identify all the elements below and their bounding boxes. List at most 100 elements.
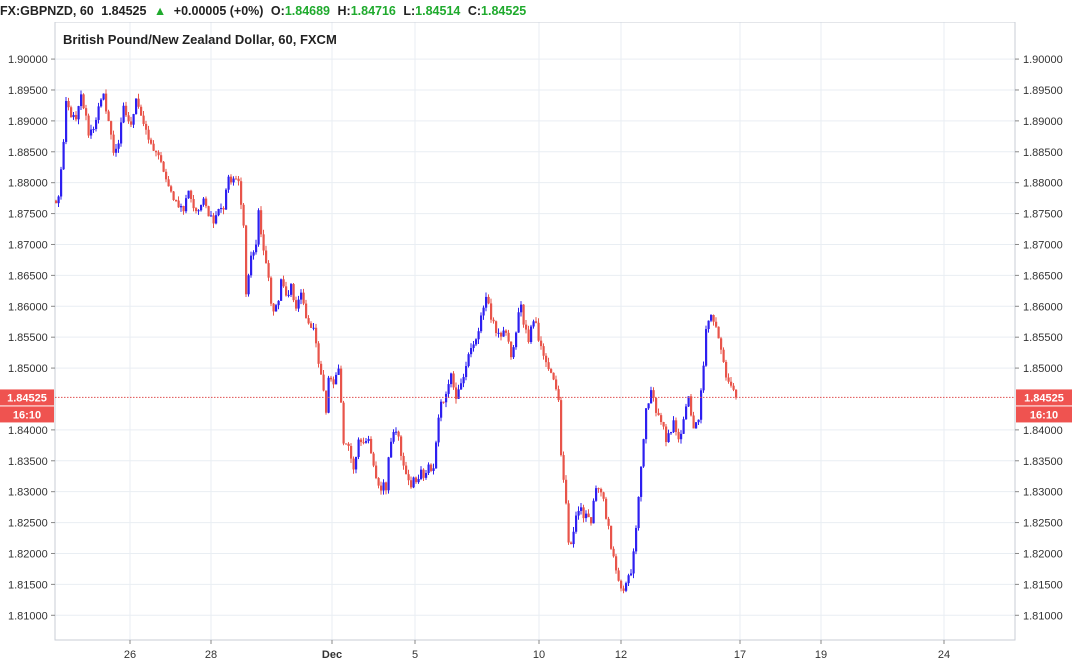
candle-down bbox=[490, 303, 493, 320]
candle-down bbox=[590, 517, 593, 524]
y-tick-label-right: 1.90000 bbox=[1023, 54, 1063, 66]
candle-down bbox=[82, 94, 85, 109]
candle-down bbox=[302, 292, 305, 304]
candle-down bbox=[712, 315, 715, 322]
candle-down bbox=[282, 279, 285, 287]
candle-up bbox=[575, 515, 578, 532]
candle-down bbox=[492, 319, 495, 322]
candle-down bbox=[110, 121, 113, 135]
candle-down bbox=[415, 477, 418, 483]
candle-down bbox=[587, 513, 590, 518]
right-price-axis[interactable]: 1.90000 1.89500 1.89000 1.88500 1.88000 1.875… bbox=[1015, 54, 1063, 622]
candle-down bbox=[605, 498, 608, 519]
candle-down bbox=[240, 181, 243, 205]
candle-up bbox=[445, 393, 448, 403]
y-tick-label-right: 1.81500 bbox=[1023, 579, 1063, 591]
candle-down bbox=[495, 321, 498, 334]
candle-up bbox=[440, 401, 443, 418]
candle-down bbox=[352, 458, 355, 470]
candle-down bbox=[715, 321, 718, 327]
candle-up bbox=[480, 315, 483, 332]
candle-up bbox=[122, 105, 125, 123]
high-label: H: bbox=[337, 4, 351, 18]
y-tick-label-right: 1.86500 bbox=[1023, 270, 1063, 282]
candle-down bbox=[322, 374, 325, 391]
grid-lines bbox=[55, 22, 1015, 640]
candle-up bbox=[695, 422, 698, 429]
symbol-label[interactable]: FX:GBPNZD, 60 bbox=[0, 4, 94, 18]
candle-down bbox=[332, 379, 335, 385]
candle-down bbox=[372, 453, 375, 466]
candle-up bbox=[392, 432, 395, 442]
candle-up bbox=[210, 215, 213, 217]
candle-up bbox=[625, 583, 628, 591]
candle-down bbox=[537, 322, 540, 341]
candle-down bbox=[235, 178, 238, 180]
candle-down bbox=[377, 478, 380, 486]
candle-down bbox=[560, 400, 563, 456]
y-tick-label-left: 1.85000 bbox=[8, 363, 48, 375]
last-price-tag-text: 1.84525 bbox=[7, 392, 47, 404]
candle-down bbox=[527, 329, 530, 342]
candle-up bbox=[682, 419, 685, 434]
candle-down bbox=[340, 368, 343, 403]
candle-down bbox=[237, 178, 240, 182]
candle-down bbox=[665, 426, 668, 443]
candle-down bbox=[535, 321, 538, 323]
candle-down bbox=[345, 443, 348, 445]
candle-up bbox=[287, 294, 290, 296]
candle-down bbox=[137, 98, 140, 107]
candle-down bbox=[212, 215, 215, 224]
time-axis[interactable]: 26 28 Dec 5 10 12 17 19 24 bbox=[124, 640, 950, 661]
candle-down bbox=[717, 326, 720, 339]
candle-up bbox=[367, 438, 370, 441]
last-price-tag-right bbox=[1016, 389, 1072, 406]
candle-up bbox=[102, 93, 105, 100]
candle-up bbox=[502, 330, 505, 337]
candle-down bbox=[500, 332, 503, 337]
candle-up bbox=[297, 299, 300, 309]
candle-down bbox=[692, 415, 695, 429]
candle-up bbox=[435, 442, 438, 469]
y-tick-label-left: 1.87500 bbox=[8, 209, 48, 221]
last-price-tag-text: 1.84525 bbox=[1024, 392, 1064, 404]
candle-up bbox=[115, 148, 118, 153]
candle-down bbox=[152, 143, 155, 151]
candle-up bbox=[465, 366, 468, 378]
y-tick-label-left: 1.83500 bbox=[8, 456, 48, 468]
candle-down bbox=[430, 464, 433, 471]
candle-up bbox=[680, 433, 683, 440]
candle-up bbox=[275, 305, 278, 312]
candle-up bbox=[485, 296, 488, 308]
low-value: 1.84514 bbox=[415, 4, 461, 18]
candle-up bbox=[577, 510, 580, 516]
candle-down bbox=[370, 438, 373, 454]
candle-up bbox=[227, 176, 230, 190]
candle-up bbox=[630, 573, 633, 576]
candle-down bbox=[267, 263, 270, 278]
candle-up bbox=[585, 513, 588, 519]
candle-down bbox=[70, 107, 73, 118]
candle-down bbox=[617, 570, 620, 581]
candle-up bbox=[117, 143, 120, 149]
candle-down bbox=[545, 355, 548, 363]
candlestick-chart[interactable]: 1.90000 1.89500 1.89000 1.88500 1.88000 1.875… bbox=[0, 22, 1073, 669]
left-price-axis[interactable]: 1.90000 1.89500 1.89000 1.88500 1.88000 1.875… bbox=[8, 54, 55, 622]
candle-down bbox=[270, 277, 273, 304]
candle-up bbox=[252, 252, 255, 256]
candle-down bbox=[522, 304, 525, 325]
y-tick-label-left: 1.84000 bbox=[8, 425, 48, 437]
candle-down bbox=[612, 548, 615, 557]
candle-up bbox=[462, 377, 465, 384]
candle-up bbox=[95, 119, 98, 130]
candle-down bbox=[292, 284, 295, 301]
candle-up bbox=[180, 205, 183, 208]
candle-down bbox=[67, 101, 70, 108]
y-tick-label-right: 1.88000 bbox=[1023, 178, 1063, 190]
candle-down bbox=[562, 455, 565, 480]
candle-up bbox=[200, 204, 203, 211]
candle-up bbox=[667, 433, 670, 443]
y-tick-label-right: 1.85500 bbox=[1023, 332, 1063, 344]
candle-down bbox=[350, 446, 353, 459]
candle-up bbox=[97, 106, 100, 120]
